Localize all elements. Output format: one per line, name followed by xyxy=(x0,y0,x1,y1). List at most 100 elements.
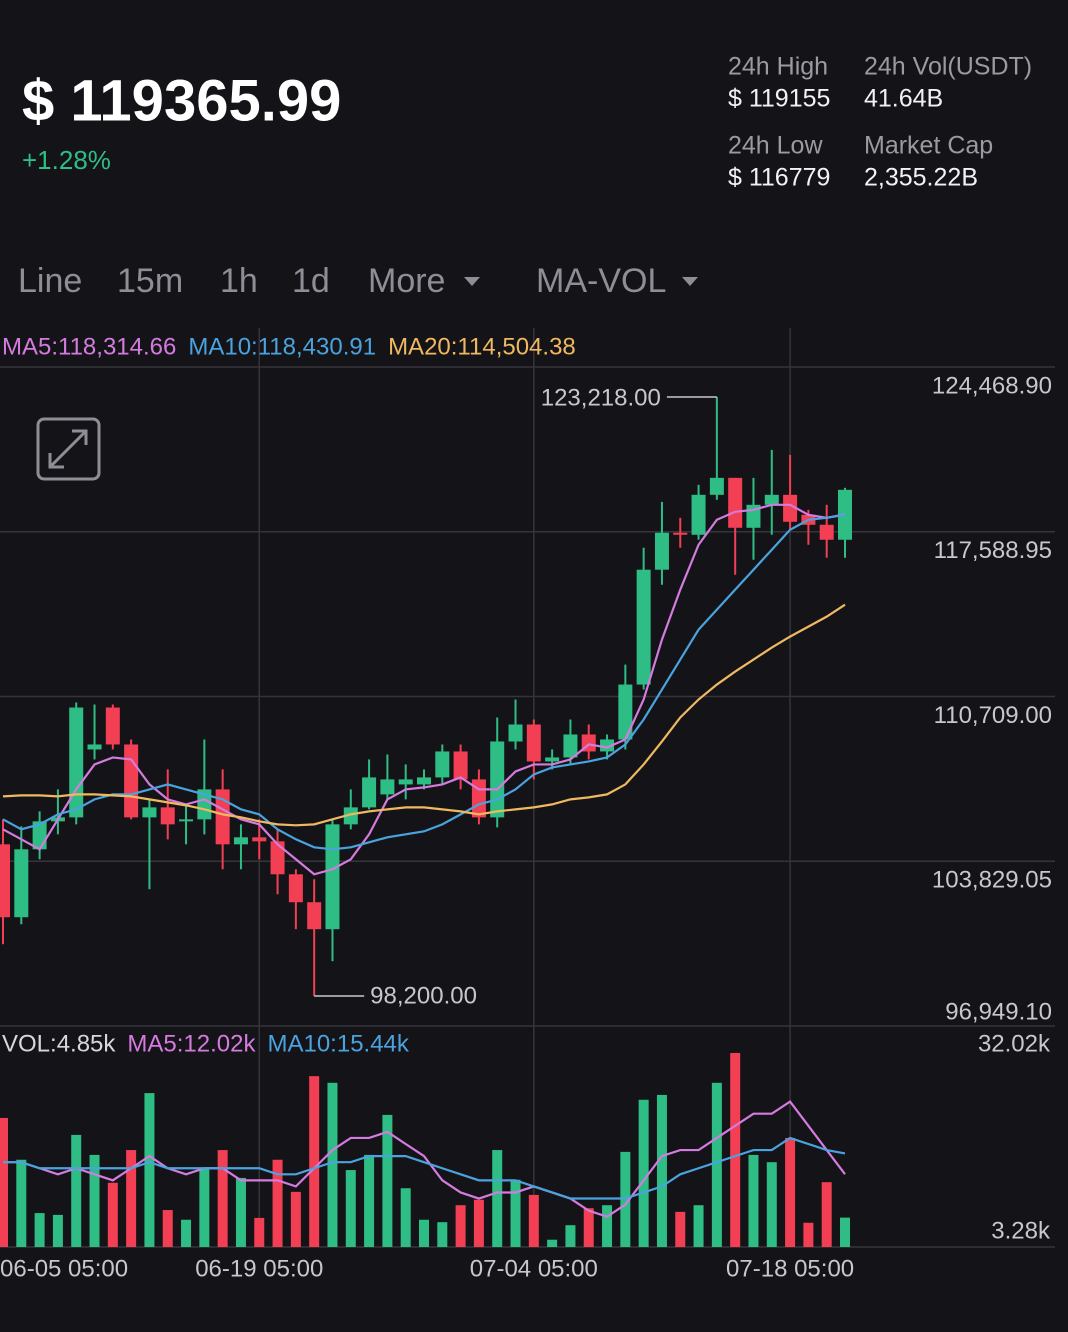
volume-bar xyxy=(199,1168,210,1247)
annotation: 98,200.00 xyxy=(370,982,477,1009)
volume-bar xyxy=(217,1150,228,1247)
volume-bar xyxy=(364,1154,375,1247)
y-tick-label: 96,949.10 xyxy=(945,998,1052,1025)
y-tick-label: 110,709.00 xyxy=(934,702,1052,729)
candle-body xyxy=(709,477,724,495)
volume-bar xyxy=(565,1225,576,1247)
legend-entry: MA10:118,430.91 xyxy=(188,333,376,360)
candle-body xyxy=(105,707,120,745)
candle-body xyxy=(233,837,248,845)
volume-bar xyxy=(693,1205,704,1247)
candle-body xyxy=(673,532,688,535)
volume-bar xyxy=(492,1150,503,1247)
candle-body xyxy=(819,524,834,540)
candle-body xyxy=(0,844,10,918)
candle-body xyxy=(179,819,194,822)
legend-entry: MA10:15.44k xyxy=(267,1030,409,1057)
x-tick-label: 06-19 05:00 xyxy=(195,1255,323,1282)
expand-button[interactable] xyxy=(36,417,101,481)
volume-bars xyxy=(0,1053,850,1247)
y-tick-label: 3.28k xyxy=(991,1217,1051,1244)
candle-body xyxy=(160,807,175,825)
candle-body xyxy=(691,494,706,535)
candle-body xyxy=(435,751,450,778)
legend-entry: MA5:118,314.66 xyxy=(2,333,176,360)
y-tick-label: 117,588.95 xyxy=(934,537,1052,564)
volume-bar xyxy=(309,1076,320,1247)
ma-line xyxy=(2,513,846,851)
volume-bar xyxy=(766,1162,777,1247)
volume-bar xyxy=(0,1117,8,1247)
volume-bar xyxy=(34,1213,45,1247)
volume-bar xyxy=(345,1170,356,1247)
volume-bar xyxy=(437,1222,448,1247)
candle-body xyxy=(508,724,523,742)
legend-entry: MA5:12.02k xyxy=(127,1030,256,1057)
tab[interactable]: More xyxy=(368,262,445,300)
volume-bar xyxy=(272,1159,283,1247)
dropdown-caret xyxy=(682,277,698,286)
candle-body xyxy=(600,739,615,752)
volume-bar xyxy=(602,1205,613,1247)
volume-bar xyxy=(419,1219,429,1247)
candle-body xyxy=(362,777,377,808)
candle-body xyxy=(124,744,139,818)
volume-bar xyxy=(89,1154,100,1247)
volume-bar xyxy=(290,1191,301,1247)
candle-body xyxy=(526,724,541,762)
volume-bar xyxy=(400,1188,411,1247)
volume-bar xyxy=(144,1093,155,1247)
tab[interactable]: 1d xyxy=(292,262,330,300)
volume-bar xyxy=(711,1082,722,1247)
candle-body xyxy=(636,569,651,685)
tab[interactable]: 15m xyxy=(117,262,183,300)
volume-bar xyxy=(675,1211,686,1247)
candle-body xyxy=(69,707,84,818)
legend-entry: VOL:4.85k xyxy=(2,1030,116,1057)
price: $ 119365.99 xyxy=(22,68,341,133)
candle-body xyxy=(453,751,468,780)
expand-frame xyxy=(36,417,101,481)
volume-bar xyxy=(583,1208,594,1247)
volume-bar xyxy=(656,1094,667,1247)
volume-bar xyxy=(235,1177,246,1247)
volume-bar xyxy=(181,1219,192,1247)
candle-body xyxy=(398,779,413,785)
candle-body xyxy=(14,849,29,918)
volume-bar xyxy=(638,1099,649,1247)
candle-body xyxy=(380,779,395,795)
volume-bar xyxy=(473,1199,484,1247)
volume-bar xyxy=(821,1182,832,1247)
volume-bar xyxy=(510,1179,521,1247)
x-tick-label: 07-04 05:00 xyxy=(470,1255,598,1282)
candle-body xyxy=(87,744,102,750)
volume-bar xyxy=(803,1222,814,1247)
candle-body xyxy=(764,494,779,505)
stat-label: 24h Low xyxy=(728,132,823,160)
volume-bar xyxy=(327,1082,338,1247)
volume-bar xyxy=(52,1214,63,1247)
tab[interactable]: MA-VOL xyxy=(536,262,666,300)
price-change: +1.28% xyxy=(22,145,111,175)
tab-bar: Line 15m 1h 1d More MA-VOL xyxy=(18,262,698,300)
annotation: 123,218.00 xyxy=(541,384,661,411)
candle-body xyxy=(307,902,322,930)
volume-bar xyxy=(382,1114,393,1247)
tab[interactable]: Line xyxy=(18,262,82,300)
y-tick-label: 103,829.05 xyxy=(932,867,1052,894)
candles xyxy=(0,396,852,997)
expand-icon xyxy=(48,429,88,469)
stat-value: 2,355.22B xyxy=(864,164,978,192)
candle-body xyxy=(563,734,578,758)
candle-body xyxy=(197,789,212,820)
tab[interactable]: 1h xyxy=(220,262,258,300)
legend-entry: MA20:114,504.38 xyxy=(388,333,576,360)
candle-body xyxy=(417,777,431,785)
volume-bar xyxy=(528,1194,539,1247)
candle-body xyxy=(783,494,798,522)
stat-value: $ 116779 xyxy=(728,164,830,192)
ma-line xyxy=(3,1100,846,1218)
volume-bar xyxy=(162,1210,173,1247)
candle-body xyxy=(252,837,267,842)
